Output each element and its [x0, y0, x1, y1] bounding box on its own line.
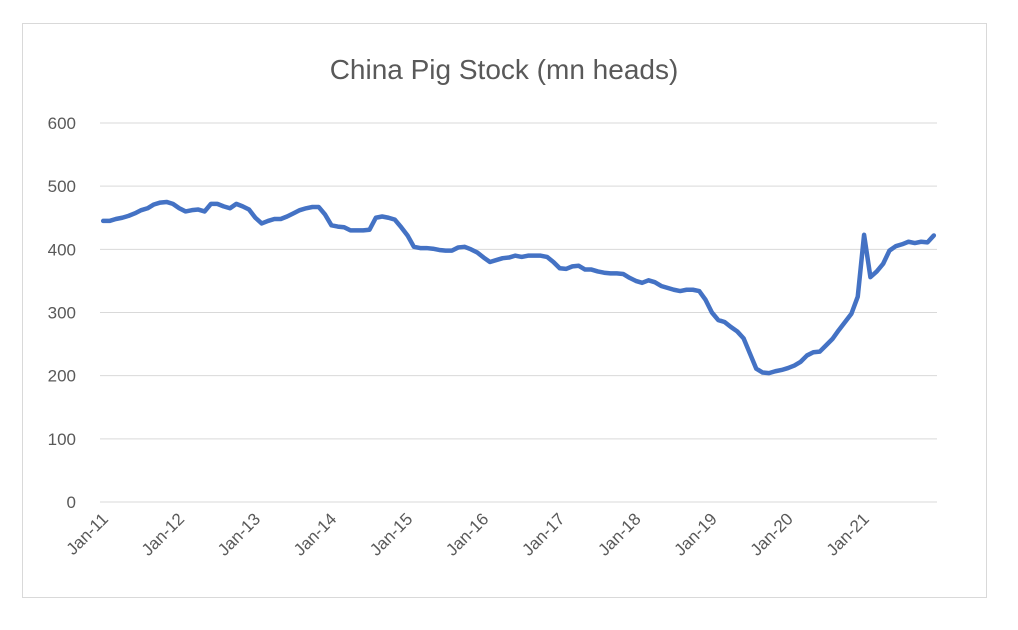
x-tick-label: Jan-21 — [823, 509, 873, 559]
x-tick-label: Jan-20 — [747, 509, 797, 559]
y-tick-label: 200 — [48, 367, 76, 386]
series-line — [100, 199, 937, 376]
x-tick-label: Jan-16 — [442, 509, 492, 559]
x-tick-label: Jan-13 — [214, 509, 264, 559]
x-tick-label: Jan-18 — [594, 509, 644, 559]
y-tick-label: 400 — [48, 240, 76, 259]
y-tick-label: 300 — [48, 304, 76, 323]
chart-title: China Pig Stock (mn heads) — [330, 54, 679, 85]
x-tick-label: Jan-12 — [138, 509, 188, 559]
series-layer — [100, 199, 937, 376]
y-tick-label: 0 — [67, 493, 76, 512]
x-tick-label: Jan-19 — [671, 509, 721, 559]
gridlines — [100, 122, 937, 503]
x-tick-label: Jan-11 — [63, 509, 112, 558]
x-tick-label: Jan-14 — [290, 509, 340, 559]
y-tick-label: 100 — [48, 430, 76, 449]
x-tick-label: Jan-17 — [518, 509, 568, 559]
y-axis-tick-labels: 0 100 200 300 400 500 600 — [48, 114, 76, 512]
y-tick-label: 500 — [48, 177, 76, 196]
y-tick-label: 600 — [48, 114, 76, 133]
x-axis-tick-labels: Jan-11 Jan-12 Jan-13 Jan-14 Jan-15 Jan-16 Jan-… — [63, 509, 873, 559]
x-tick-label: Jan-15 — [366, 509, 416, 559]
